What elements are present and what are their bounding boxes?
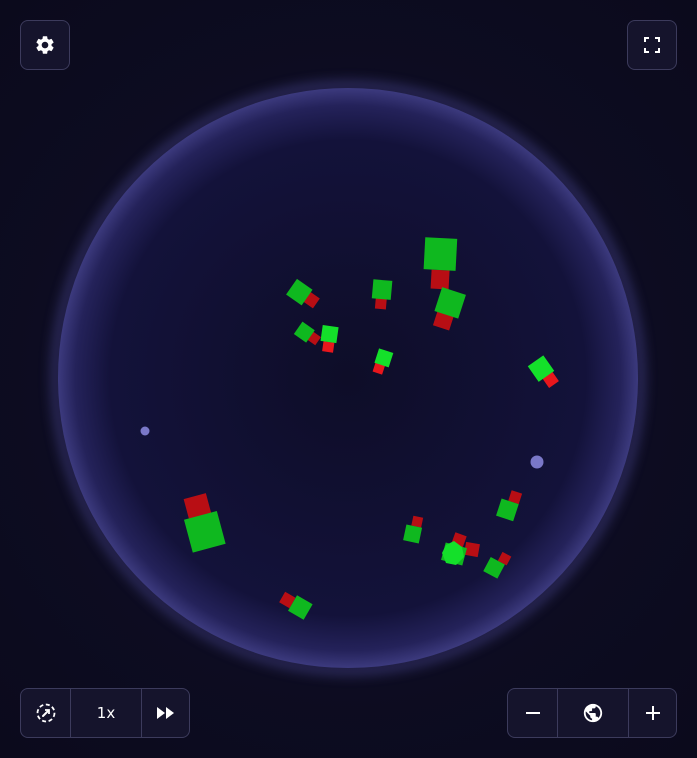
snake-head	[286, 278, 313, 306]
snake-head	[423, 237, 458, 271]
snake-head	[403, 524, 423, 544]
snake-tail	[430, 269, 450, 290]
fast-forward-button[interactable]	[141, 689, 189, 737]
snake-bot	[483, 551, 512, 579]
snake-head	[293, 321, 315, 343]
zoom-controls	[507, 688, 677, 738]
fullscreen-icon	[644, 37, 660, 53]
settings-button[interactable]	[20, 20, 70, 70]
snake-bot	[403, 515, 424, 544]
snake-bot	[371, 279, 393, 310]
food-pellet	[530, 455, 544, 469]
snake-tail	[463, 541, 480, 558]
snake-bot	[372, 348, 394, 375]
snake-tail	[411, 515, 424, 528]
snake-head	[371, 279, 393, 300]
restart-icon	[36, 703, 55, 723]
plus-icon	[645, 706, 660, 720]
world-view-button[interactable]	[557, 689, 628, 737]
snake-head	[183, 510, 226, 553]
zoom-out-button[interactable]	[508, 689, 557, 737]
fullscreen-button[interactable]	[627, 20, 677, 70]
snake-head	[442, 541, 464, 565]
snake-head	[374, 348, 394, 368]
restart-button[interactable]	[21, 689, 70, 737]
snake-bot	[293, 321, 321, 346]
snake-bot	[423, 237, 458, 290]
snake-head	[527, 355, 555, 382]
snake-head	[434, 287, 466, 319]
fast-forward-icon	[156, 707, 174, 719]
snake-tail	[497, 551, 512, 566]
snake-tail	[374, 297, 387, 310]
minus-icon	[525, 712, 540, 714]
snake-bot-cluster	[441, 532, 480, 566]
snake-bot	[432, 287, 466, 331]
snake-bot	[320, 325, 339, 353]
zoom-in-button[interactable]	[628, 689, 676, 737]
snake-tail	[322, 341, 335, 353]
snake-head	[496, 498, 519, 522]
snake-tail	[508, 490, 523, 505]
snake-tail	[279, 591, 296, 609]
world-glow	[51, 81, 645, 675]
globe-icon	[583, 703, 603, 723]
gear-icon	[36, 36, 54, 54]
food-pellet	[140, 426, 150, 436]
speed-button[interactable]: 1x	[70, 689, 141, 737]
speed-label: 1x	[96, 704, 116, 722]
snake-bot	[279, 591, 313, 620]
snake-bot	[527, 355, 559, 388]
snake-head	[320, 325, 339, 344]
snake-head	[288, 595, 313, 620]
snake-tail	[372, 362, 386, 375]
snake-bot	[286, 278, 320, 309]
snake-bot	[183, 493, 226, 553]
playback-controls: 1x	[20, 688, 190, 738]
snake-bot	[496, 490, 523, 522]
snake-head	[483, 556, 505, 579]
